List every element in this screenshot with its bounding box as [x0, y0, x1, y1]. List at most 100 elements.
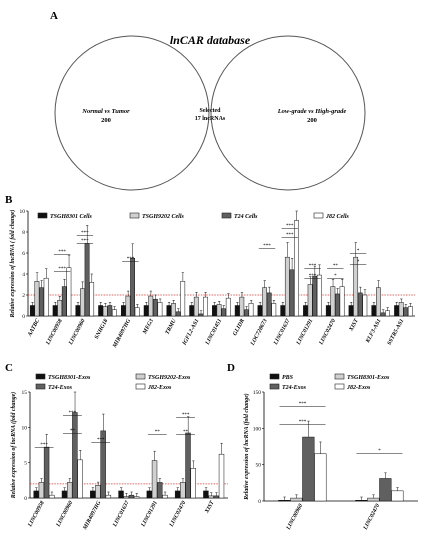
category-label: LOC728673	[249, 318, 268, 347]
bar	[38, 482, 45, 499]
bar	[77, 459, 83, 499]
y-tick-label: 0	[22, 314, 25, 320]
bar	[57, 300, 63, 317]
category-label: MEG3	[142, 318, 155, 336]
legend-label: TSGH9202 Cells	[142, 214, 185, 220]
bar	[330, 286, 336, 317]
y-axis-label: Relative expression of lncRNA ( fold cha…	[9, 209, 16, 318]
category-label: TRMU	[165, 317, 179, 335]
bar	[312, 275, 318, 317]
bar	[180, 281, 186, 317]
y-tick-label: 4	[22, 272, 25, 278]
legend-swatch	[37, 212, 48, 219]
bar	[316, 274, 322, 317]
bar	[290, 497, 303, 502]
venn-title: lnCAR database	[170, 33, 251, 47]
y-tick-label: 50	[256, 463, 262, 469]
bar	[80, 288, 85, 317]
bar	[362, 294, 368, 317]
bar	[146, 490, 153, 499]
bar	[289, 269, 295, 317]
bar	[348, 305, 354, 317]
legend-swatch	[35, 373, 46, 380]
legend-label: J82-Exos	[346, 385, 371, 391]
y-tick-label: 150	[253, 390, 262, 396]
bar	[90, 490, 96, 499]
significance-marker: ***	[286, 233, 294, 238]
category-label: LINC02470	[318, 318, 337, 347]
bar	[271, 303, 277, 317]
bar	[357, 292, 363, 317]
bar	[355, 500, 368, 502]
legend-label: J82 Cells	[325, 214, 349, 220]
bar	[371, 305, 377, 317]
bar	[302, 436, 315, 502]
legend-swatch	[269, 383, 280, 390]
legend-label: T24-Exos	[282, 385, 307, 391]
bar	[98, 305, 104, 317]
legend-swatch	[334, 383, 345, 390]
bar	[171, 303, 176, 317]
significance-marker: ***	[97, 438, 105, 443]
category-label: LINC01291	[295, 318, 314, 347]
bar	[376, 287, 381, 317]
significance-marker: ***	[286, 224, 294, 229]
bar	[307, 284, 313, 317]
bar	[89, 282, 95, 317]
significance-marker: ***	[69, 411, 77, 416]
bar	[284, 256, 290, 317]
venn-center-line2: 17 lncRNAs	[195, 116, 226, 122]
venn-left-count: 200	[101, 117, 111, 124]
panel-label-d: D	[227, 362, 235, 374]
category-label: LINC01637	[112, 499, 132, 529]
bar	[339, 286, 345, 317]
category-label: LINC01291	[140, 500, 159, 529]
legend-label: J82-Exos	[147, 385, 172, 391]
venn-right-circle	[210, 35, 366, 191]
y-tick-label: 0	[24, 496, 27, 502]
significance-marker: ***	[309, 274, 317, 279]
significance-marker: ***	[58, 250, 66, 255]
legend-swatch	[221, 212, 232, 219]
bar	[193, 296, 199, 317]
panel-label-b: B	[5, 194, 13, 206]
bar	[125, 295, 131, 317]
legend-swatch	[135, 383, 146, 390]
bar	[394, 305, 399, 317]
bar	[257, 305, 263, 317]
bar	[391, 490, 404, 502]
significance-marker: ***	[81, 239, 89, 244]
bar	[185, 432, 191, 499]
category-label: MIR4097HG	[112, 317, 133, 349]
bar	[84, 243, 90, 317]
y-tick-label: 15	[22, 390, 28, 396]
category-label: IGFL2-AS1	[181, 318, 200, 347]
significance-marker: *	[357, 249, 360, 254]
bar	[61, 286, 67, 317]
bar	[225, 297, 231, 317]
bar	[280, 305, 286, 317]
legend-swatch	[35, 383, 46, 390]
bar	[162, 494, 168, 499]
bar	[353, 256, 359, 317]
bar	[95, 485, 101, 499]
venn-left-label: Normal vs Tumor	[81, 108, 130, 115]
category-label: LINC02470	[362, 503, 381, 532]
bar	[29, 305, 35, 317]
y-tick-label: 6	[22, 251, 25, 257]
bar	[314, 453, 327, 502]
y-axis-label: Relative expression of lncRNA (fold chan…	[243, 393, 250, 500]
panel-label-c: C	[5, 362, 13, 374]
bar	[221, 308, 227, 317]
significance-marker: ***	[299, 420, 307, 425]
bar	[52, 305, 58, 317]
bar	[157, 302, 163, 317]
significance-marker: **	[333, 264, 339, 269]
legend-swatch	[129, 212, 140, 219]
panel-a: A lnCAR database Normal vs Tumor 200 Low…	[50, 10, 366, 191]
bar	[262, 287, 267, 317]
significance-marker: ***	[309, 264, 317, 269]
category-label: LINC00960	[285, 503, 304, 532]
chart-panel-c: TSGH8301-Exos TSGH9202-Exos T24-Exos J82-Ex…	[10, 373, 228, 532]
